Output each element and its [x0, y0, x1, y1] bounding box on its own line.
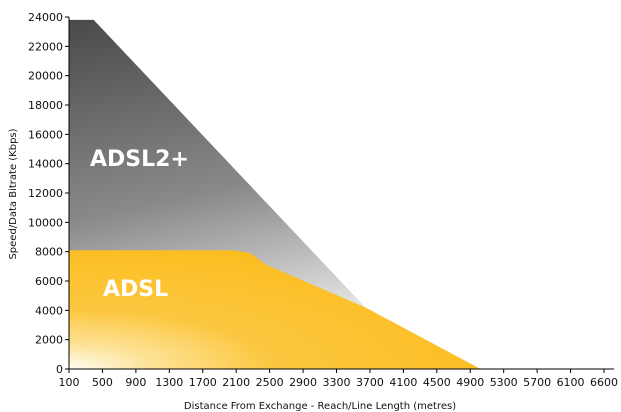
y-tick-label: 18000 — [28, 99, 63, 112]
x-tick-label: 1700 — [189, 376, 217, 389]
x-tick-label: 4100 — [389, 376, 417, 389]
area-label-adsl: ADSL — [103, 277, 168, 302]
x-tick-label: 4900 — [456, 376, 484, 389]
x-tick-label: 2900 — [289, 376, 317, 389]
x-tick-label: 4500 — [423, 376, 451, 389]
y-tick-label: 12000 — [28, 187, 63, 200]
y-tick-label: 10000 — [28, 216, 63, 229]
y-tick-label: 16000 — [28, 128, 63, 141]
x-tick-label: 6600 — [590, 376, 618, 389]
area-label-adsl2plus: ADSL2+ — [90, 147, 189, 172]
x-axis-title: Distance From Exchange - Reach/Line Leng… — [184, 401, 456, 412]
x-tick-label: 2100 — [222, 376, 250, 389]
x-tick-label: 2500 — [256, 376, 284, 389]
y-tick-label: 14000 — [28, 158, 63, 171]
x-tick-label: 900 — [125, 376, 146, 389]
y-tick-label: 0 — [56, 363, 63, 376]
y-tick-label: 8000 — [35, 246, 63, 259]
y-tick-label: 6000 — [35, 275, 63, 288]
y-tick-label: 24000 — [28, 11, 63, 24]
y-tick-label: 2000 — [35, 334, 63, 347]
area-adsl — [69, 250, 481, 369]
x-tick-label: 3300 — [323, 376, 351, 389]
y-axis-title: Speed/Data Bitrate (Kbps) — [8, 128, 19, 259]
x-tick-label: 5300 — [490, 376, 518, 389]
x-tick-label: 3700 — [356, 376, 384, 389]
x-tick-label: 100 — [59, 376, 80, 389]
x-tick-label: 1300 — [155, 376, 183, 389]
x-tick-label: 5700 — [523, 376, 551, 389]
y-tick-label: 22000 — [28, 40, 63, 53]
x-tick-label: 500 — [92, 376, 113, 389]
y-tick-label: 4000 — [35, 304, 63, 317]
y-tick-label: 20000 — [28, 70, 63, 83]
x-tick-label: 6100 — [557, 376, 585, 389]
